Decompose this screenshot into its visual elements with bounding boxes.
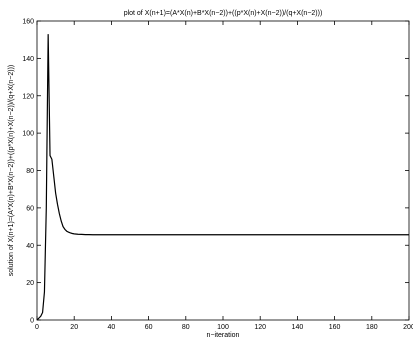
x-tick-label: 200 [403, 324, 413, 331]
y-tick-label: 0 [30, 318, 34, 325]
y-tick-label: 140 [22, 56, 34, 63]
x-tick-label: 80 [182, 324, 190, 331]
y-tick-label: 120 [22, 93, 34, 100]
y-axis: 0 20 40 60 80 100 120 140 160 [22, 19, 409, 325]
y-tick-label: 80 [26, 168, 34, 175]
x-tick-label: 160 [329, 324, 341, 331]
y-tick-label: 160 [22, 19, 34, 26]
x-tick-label: 40 [108, 324, 116, 331]
x-tick-label: 140 [292, 324, 304, 331]
y-tick-label: 100 [22, 131, 34, 138]
x-tick-label: 100 [217, 324, 229, 331]
x-tick-label: 120 [254, 324, 266, 331]
x-tick-label: 0 [35, 324, 39, 331]
x-axis: 0 20 40 60 80 100 120 140 160 180 200 [35, 21, 413, 331]
x-axis-label: n−iteration [207, 332, 240, 339]
x-tick-label: 180 [366, 324, 378, 331]
y-tick-label: 60 [26, 205, 34, 212]
chart-title: plot of X(n+1)=(A*X(n)+B*X(n−2))+((p*X(n… [124, 10, 323, 17]
y-tick-label: 40 [26, 243, 34, 250]
y-tick-label: 20 [26, 280, 34, 287]
series-line [36, 34, 409, 321]
y-axis-label: solution of X(n+1)=(A*X(n)+B*X(n−2))+((p… [8, 65, 15, 276]
x-tick-label: 60 [145, 324, 153, 331]
x-tick-label: 20 [70, 324, 78, 331]
